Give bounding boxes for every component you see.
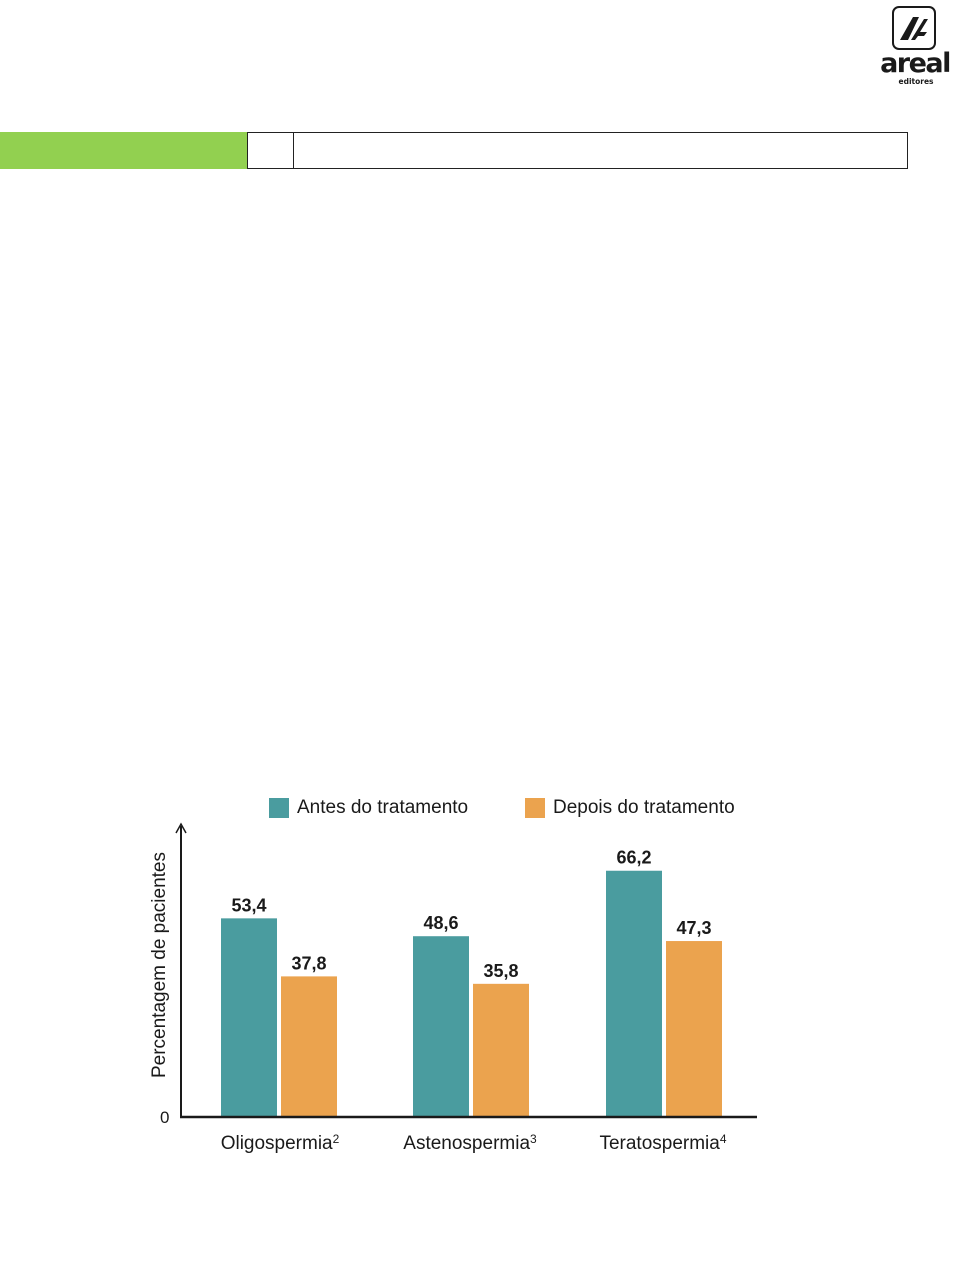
- bar-oligospermia-after: [281, 976, 337, 1117]
- category-label-astenospermia: Astenospermia3: [403, 1132, 537, 1154]
- y-axis-label: Percentagem de pacientes: [149, 851, 170, 1079]
- bar-astenospermia-after: [473, 983, 529, 1117]
- legend-label-after: Depois do tratamento: [553, 797, 735, 818]
- areal-logo-icon: [900, 17, 928, 40]
- data-label-oligospermia-before: 53,4: [231, 895, 266, 915]
- areal-logo-mark: [892, 6, 936, 50]
- legend-item-before: Antes do tratamento: [269, 795, 468, 821]
- legend-item-after: Depois do tratamento: [525, 795, 735, 821]
- category-label-teratospermia: Teratospermia4: [599, 1132, 727, 1154]
- data-label-oligospermia-after: 37,8: [291, 953, 326, 973]
- y-axis-arrowhead: [175, 822, 187, 834]
- areal-logo-subtitle: editores: [898, 77, 934, 86]
- header-green-band: [0, 132, 247, 169]
- data-label-teratospermia-after: 47,3: [676, 918, 711, 938]
- category-label-oligospermia: Oligospermia2: [220, 1132, 340, 1154]
- y-axis-zero-label: 0: [160, 1108, 170, 1127]
- areal-logo: areal editores: [872, 6, 958, 88]
- legend-swatch-before: [269, 798, 289, 818]
- bar-astenospermia-before: [413, 936, 469, 1117]
- bar-oligospermia-before: [221, 918, 277, 1117]
- data-label-astenospermia-after: 35,8: [483, 961, 518, 981]
- bar-teratospermia-after: [666, 941, 722, 1117]
- data-label-teratospermia-before: 66,2: [616, 848, 651, 868]
- legend-swatch-after: [525, 798, 545, 818]
- legend-label-before: Antes do tratamento: [297, 797, 469, 818]
- bar-teratospermia-before: [606, 870, 662, 1117]
- areal-logo-word: areal: [880, 48, 951, 79]
- header-title-box: [293, 132, 908, 169]
- data-label-astenospermia-before: 48,6: [423, 913, 458, 933]
